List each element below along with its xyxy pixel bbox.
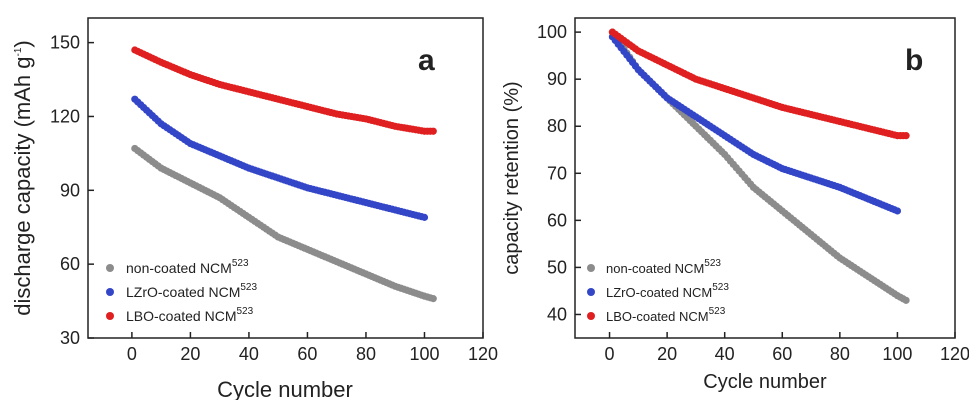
panel-a-point-non-coated — [429, 295, 437, 303]
panel-a-legend-label-lzro: LZrO-coated NCM523 — [126, 282, 257, 300]
panel-a-legend-label-lzro-sup: 523 — [240, 282, 257, 293]
panel-a-x-axis-title: Cycle number — [217, 377, 353, 400]
panel-b-y-tick-label: 100 — [537, 22, 567, 42]
panel-b-letter: b — [905, 44, 923, 77]
panel-a-letter: a — [418, 44, 435, 77]
panel-a-y-tick-label: 120 — [50, 106, 80, 126]
panel-b-legend: non-coated NCM523 LZrO-coated NCM523 LBO… — [587, 258, 729, 324]
panel-b-y-tick-label: 60 — [547, 210, 567, 230]
panel-a-ticks: 0 20 40 60 80 100 120 30 60 90 120 150 — [50, 33, 498, 364]
panel-a-x-tick-label: 40 — [239, 344, 259, 364]
panel-b-x-tick-label: 100 — [882, 344, 912, 364]
panel-a-legend: non-coated NCM523 LZrO-coated NCM523 LBO… — [106, 258, 257, 324]
panel-b-legend-marker-lzro — [587, 288, 595, 296]
panel-b-x-tick-label: 20 — [657, 344, 677, 364]
panel-a: 0 20 40 60 80 100 120 30 60 90 120 150 a Cycle numb… — [10, 17, 498, 400]
panel-b-legend-marker-non-coated — [587, 264, 595, 272]
panel-a-y-tick-label: 90 — [60, 180, 80, 200]
panel-a-legend-label-lbo-main: LBO-coated NCM — [126, 308, 236, 324]
panel-a-legend-label-non-coated-sup: 523 — [232, 258, 249, 269]
panel-a-legend-label-non-coated-main: non-coated NCM — [126, 260, 232, 276]
panel-a-legend-label-non-coated: non-coated NCM523 — [126, 258, 249, 276]
panel-a-y-axis-title: discharge capacity (mAh g-1) — [10, 40, 35, 315]
panel-a-legend-label-lbo-sup: 523 — [236, 306, 253, 317]
panel-b-x-axis-title: Cycle number — [703, 371, 827, 393]
panel-a-x-tick-label: 60 — [297, 344, 317, 364]
panel-b-ticks: 0 20 40 60 80 100 120 40 50 60 70 80 90 100 — [537, 22, 969, 364]
panel-b-y-tick-label: 50 — [547, 257, 567, 277]
panel-a-y-tick-label: 60 — [60, 254, 80, 274]
panel-b-x-tick-label: 0 — [605, 344, 615, 364]
panel-b-legend-label-lbo: LBO-coated NCM523 — [606, 306, 726, 324]
panel-b-series-lbo — [608, 28, 910, 140]
panel-b-legend-label-non-coated: non-coated NCM523 — [606, 258, 721, 276]
panel-b-x-tick-label: 80 — [830, 344, 850, 364]
panel-b-y-tick-label: 90 — [547, 69, 567, 89]
panel-b-series — [608, 28, 910, 304]
panel-b-y-tick-label: 70 — [547, 163, 567, 183]
panel-a-y-tick-label: 30 — [60, 328, 80, 348]
panel-a-x-tick-label: 100 — [409, 344, 439, 364]
panel-b-x-tick-label: 120 — [940, 344, 969, 364]
panel-a-y-axis-title-main: discharge capacity (mAh g — [10, 57, 35, 316]
panel-a-x-tick-label: 80 — [356, 344, 376, 364]
panel-a-series-lzro — [131, 95, 429, 221]
panel-b-frame — [574, 17, 956, 339]
panel-b-legend-label-non-coated-sup: 523 — [704, 258, 721, 269]
panel-b-y-tick-label: 80 — [547, 116, 567, 136]
panel-b-legend-label-lzro-main: LZrO-coated NCM — [606, 285, 712, 300]
panel-a-x-tick-label: 20 — [180, 344, 200, 364]
panel-a-series — [131, 46, 437, 303]
panel-b-series-lzro — [608, 33, 902, 215]
panel-a-y-axis-title-tail: ) — [10, 40, 35, 47]
panel-b-y-axis-title: capacity retention (%) — [501, 81, 523, 274]
panel-b-legend-label-lzro: LZrO-coated NCM523 — [606, 282, 729, 300]
panel-b-point-non-coated — [902, 296, 910, 304]
panel-a-y-tick-label: 150 — [50, 33, 80, 53]
panel-b-x-tick-label: 40 — [715, 344, 735, 364]
panel-b-point-lbo — [902, 132, 910, 140]
panel-a-x-tick-label: 120 — [468, 344, 498, 364]
panel-a-legend-marker-lzro — [106, 288, 114, 296]
panel-a-legend-label-lzro-main: LZrO-coated NCM — [126, 284, 240, 300]
panel-a-legend-marker-non-coated — [106, 264, 114, 272]
panel-a-point-lzro — [420, 213, 429, 221]
panel-b-legend-marker-lbo — [587, 312, 595, 320]
panel-b-y-tick-label: 40 — [547, 304, 567, 324]
panel-b-x-tick-label: 60 — [772, 344, 792, 364]
panel-a-y-axis-title-sup: -1 — [13, 47, 24, 56]
panel-a-point-lbo — [429, 127, 437, 135]
panel-b-point-lzro — [893, 207, 902, 215]
panel-a-series-non-coated — [131, 144, 437, 303]
panel-a-x-tick-label: 0 — [127, 344, 137, 364]
panel-a-legend-marker-lbo — [106, 312, 114, 320]
panel-b-legend-label-lbo-sup: 523 — [709, 306, 726, 317]
panel-a-series-lbo — [131, 46, 437, 135]
panel-b-legend-label-lbo-main: LBO-coated NCM — [606, 309, 709, 324]
panel-b-legend-label-lzro-sup: 523 — [712, 282, 729, 293]
panel-a-frame — [87, 17, 484, 339]
panel-b-legend-label-non-coated-main: non-coated NCM — [606, 261, 704, 276]
panel-b: 0 20 40 60 80 100 120 40 50 60 70 80 90 100 b Cycle n… — [501, 17, 969, 393]
panel-a-legend-label-lbo: LBO-coated NCM523 — [126, 306, 254, 324]
